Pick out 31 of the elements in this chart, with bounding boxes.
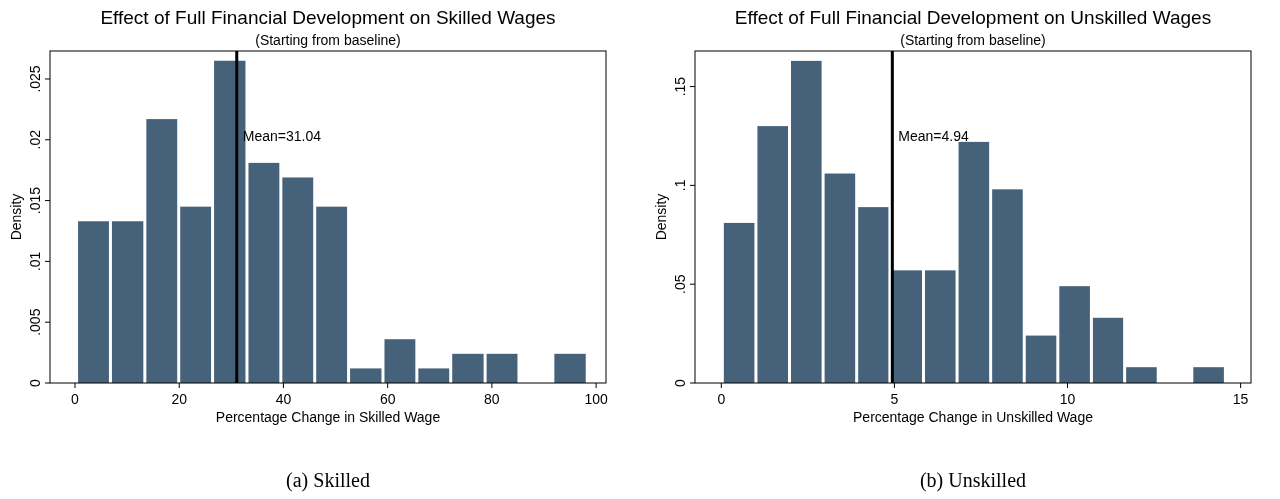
x-tick-label: 100 [584, 391, 608, 407]
y-tick-label: .005 [27, 308, 43, 336]
text: (b) Unskilled [919, 469, 1027, 492]
x-tick-label: 0 [71, 391, 80, 407]
ref-line-label: Mean=4.94 [898, 127, 969, 144]
y-tick-label: 0 [27, 378, 43, 387]
x-tick-label: 5 [890, 391, 899, 407]
x-tick-label: 0 [717, 391, 726, 407]
x-axis-title: Percentage Change in Unskilled Wage [853, 409, 1094, 425]
chart-subtitle: (Starting from baseline) [255, 32, 401, 48]
x-tick-label: 60 [379, 391, 396, 407]
y-axis-title: Density [653, 193, 669, 241]
x-tick-label: 80 [484, 391, 500, 407]
y-tick-label: .01 [27, 251, 43, 272]
y-tick-label: .025 [27, 65, 43, 93]
y-tick-label: .15 [672, 76, 688, 97]
chart-subtitle: (Starting from baseline) [900, 32, 1046, 48]
x-tick-label: 15 [1232, 391, 1249, 407]
text: (a) Skilled [286, 469, 370, 492]
y-tick-label: .02 [27, 129, 43, 150]
x-tick-label: 10 [1059, 391, 1076, 407]
y-tick-label: .05 [672, 274, 688, 294]
chart-title: Effect of Full Financial Development on Skilled Wages [100, 7, 556, 28]
y-tick-label: 0 [672, 378, 688, 387]
y-tick-label: .1 [672, 179, 688, 192]
y-tick-label: .015 [27, 186, 43, 215]
chart-title: Effect of Full Financial Development on Unskilled Wages [734, 7, 1212, 28]
x-axis-title: Percentage Change in Skilled Wage [215, 409, 441, 425]
x-tick-label: 40 [275, 391, 292, 407]
x-tick-label: 20 [171, 391, 188, 407]
y-axis-title: Density [8, 193, 24, 241]
